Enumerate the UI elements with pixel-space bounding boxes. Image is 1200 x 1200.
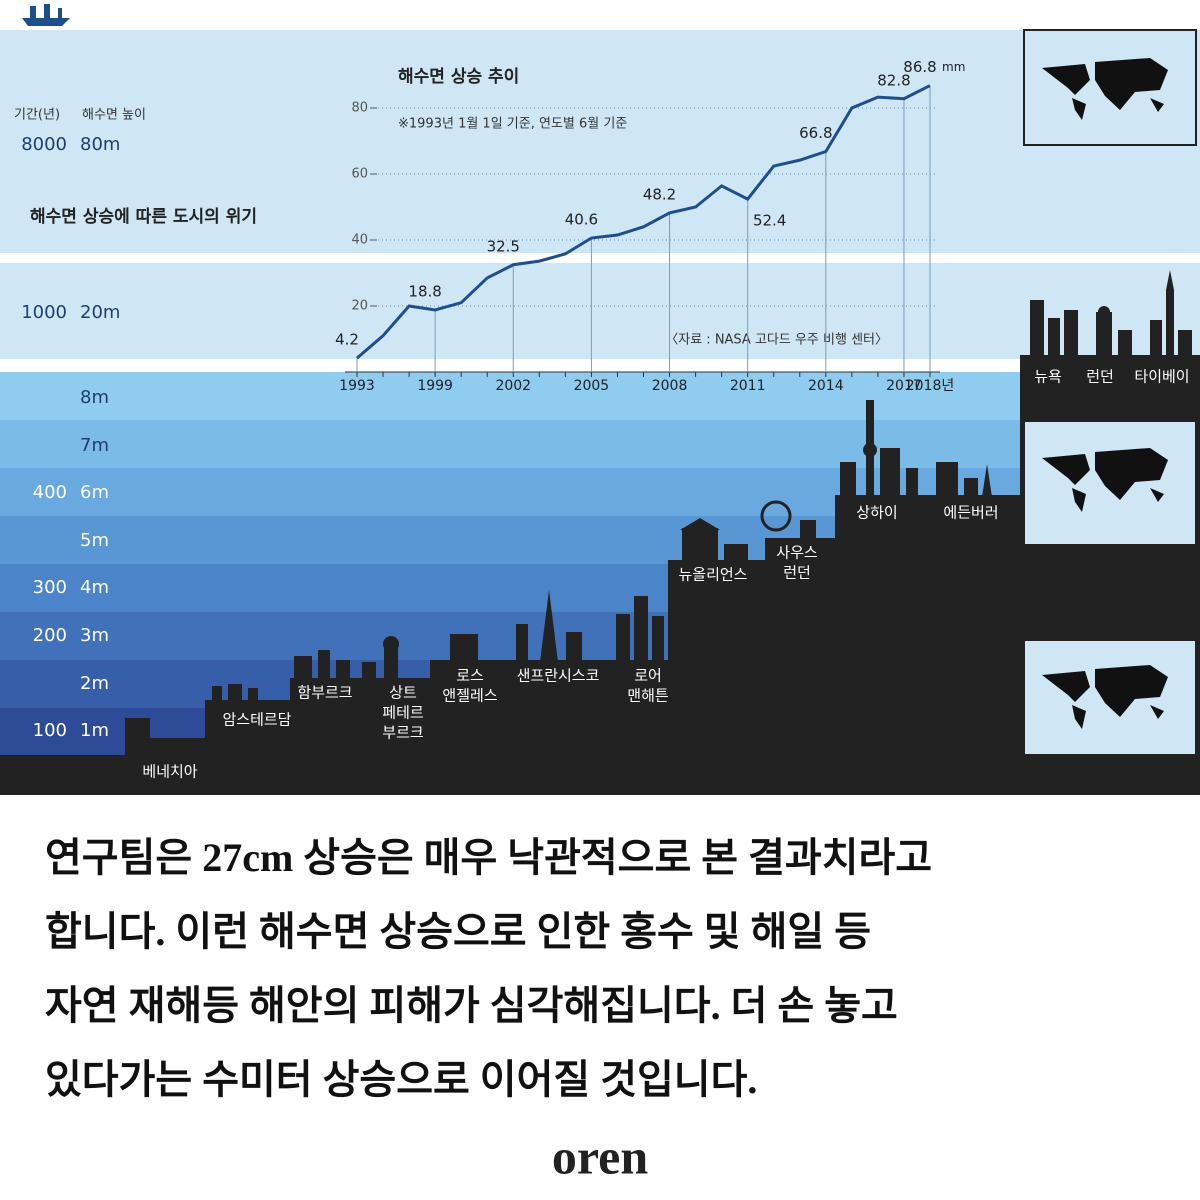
x-tick-label: 2014 bbox=[808, 378, 844, 394]
value-label: 52.4 bbox=[753, 212, 786, 230]
chart-title: 해수면 상승 추이 bbox=[398, 67, 519, 87]
value-label: 4.2 bbox=[335, 331, 359, 349]
value-label: 86.8 bbox=[903, 58, 936, 76]
year-label: 1000 bbox=[21, 302, 67, 323]
scale-header: 기간(년) bbox=[14, 108, 60, 123]
band bbox=[0, 420, 1200, 468]
x-tick-label: 1993 bbox=[339, 378, 375, 394]
value-label: 40.6 bbox=[565, 211, 598, 229]
city-label: 로어 bbox=[634, 667, 662, 685]
height-label: 6m bbox=[80, 482, 109, 503]
band bbox=[0, 372, 1200, 420]
city-label: 맨해튼 bbox=[627, 687, 668, 705]
city-label: 암스테르담 bbox=[222, 711, 291, 729]
x-tick-label: 2008 bbox=[652, 378, 688, 394]
height-label: 20m bbox=[80, 302, 120, 323]
y-tick-label: 60 bbox=[351, 167, 368, 182]
city-label: 부르크 bbox=[382, 724, 423, 742]
height-label: 5m bbox=[80, 530, 109, 551]
ship-icon bbox=[22, 4, 70, 26]
city-label: 에든버러 bbox=[943, 504, 998, 522]
value-label: 18.8 bbox=[408, 282, 441, 300]
city-label: 런던 bbox=[1086, 368, 1114, 386]
city-label: 상트 bbox=[389, 684, 417, 702]
value-label: 32.5 bbox=[487, 237, 520, 255]
scale-title: 해수면 상승에 따른 도시의 위기 bbox=[30, 207, 257, 227]
city-label: 베네치아 bbox=[142, 763, 197, 781]
height-label: 2m bbox=[80, 673, 109, 694]
body-line: 있다가는 수미터 상승으로 이어질 것입니다. bbox=[45, 1057, 757, 1102]
height-label: 8m bbox=[80, 387, 109, 408]
line bbox=[356, 84, 931, 360]
city-label: 뉴욕 bbox=[1034, 368, 1062, 386]
band-top bbox=[0, 30, 1200, 253]
height-label: 80m bbox=[80, 134, 120, 155]
height-label: 1m bbox=[80, 720, 109, 741]
x-tick-label: 2005 bbox=[574, 378, 610, 394]
city-label: 함부르크 bbox=[297, 684, 352, 702]
skyline bbox=[0, 270, 1200, 795]
year-label: 400 bbox=[33, 482, 67, 503]
year-label: 100 bbox=[33, 720, 67, 741]
x-tick-label: 2018년 bbox=[906, 378, 955, 394]
city-label: 샌프란시스코 bbox=[517, 667, 600, 685]
y-tick-label: 80 bbox=[351, 101, 368, 116]
city-label: 로스 bbox=[456, 667, 484, 685]
body-line: 자연 재해등 해안의 피해가 심각해집니다. 더 손 놓고 bbox=[45, 983, 898, 1028]
year-label: 300 bbox=[33, 577, 67, 598]
scale-header: 해수면 높이 bbox=[82, 108, 146, 123]
value-label: 66.8 bbox=[799, 124, 832, 142]
unit-label: mm bbox=[942, 60, 965, 74]
body-line: 합니다. 이런 해수면 상승으로 인한 홍수 및 해일 등 bbox=[45, 909, 871, 954]
y-tick-label: 20 bbox=[351, 299, 368, 314]
chart-source: 〈자료 : NASA 고다드 우주 비행 센터〉 bbox=[665, 332, 888, 348]
city-label: 페테르 bbox=[382, 704, 424, 722]
height-label: 7m bbox=[80, 435, 109, 456]
city-label: 뉴올리언스 bbox=[678, 566, 747, 584]
height-label: 4m bbox=[80, 577, 109, 598]
city-label: 타이베이 bbox=[1134, 368, 1189, 386]
year-label: 8000 bbox=[21, 134, 67, 155]
map-boxes bbox=[1023, 29, 1197, 756]
y-tick-label: 40 bbox=[351, 233, 368, 248]
x-tick-label: 1999 bbox=[417, 378, 453, 394]
x-tick-label: 2002 bbox=[495, 378, 531, 394]
x-tick-label: 2011 bbox=[730, 378, 766, 394]
scale: 해수면 상승에 따른 도시의 위기 기간(년) 해수면 높이 8000 80m 10… bbox=[14, 108, 257, 742]
band-mid bbox=[0, 263, 1200, 359]
city-label: 런던 bbox=[783, 564, 811, 582]
city-label: 앤젤레스 bbox=[442, 687, 497, 705]
x-tick-label: 2017 bbox=[886, 378, 922, 394]
value-label: 82.8 bbox=[877, 71, 910, 89]
height-label: 3m bbox=[80, 625, 109, 646]
brand: oren bbox=[552, 1128, 648, 1184]
body-line: 연구팀은 27cm 상승은 매우 낙관적으로 본 결과치라고 bbox=[45, 835, 932, 880]
source: 〈자료 : 인포메이션 이스 뷰티풀〉 bbox=[815, 741, 1005, 756]
city-label: 상하이 bbox=[856, 504, 897, 522]
line-chart: 해수면 상승 추이 ※1993년 1월 1일 기준, 연도별 6월 기준 〈자료… bbox=[335, 58, 965, 394]
year-label: 200 bbox=[33, 625, 67, 646]
city-label: 사우스 bbox=[776, 544, 818, 562]
chart-subtitle: ※1993년 1월 1일 기준, 연도별 6월 기준 bbox=[398, 117, 627, 132]
value-label: 48.2 bbox=[643, 185, 676, 203]
